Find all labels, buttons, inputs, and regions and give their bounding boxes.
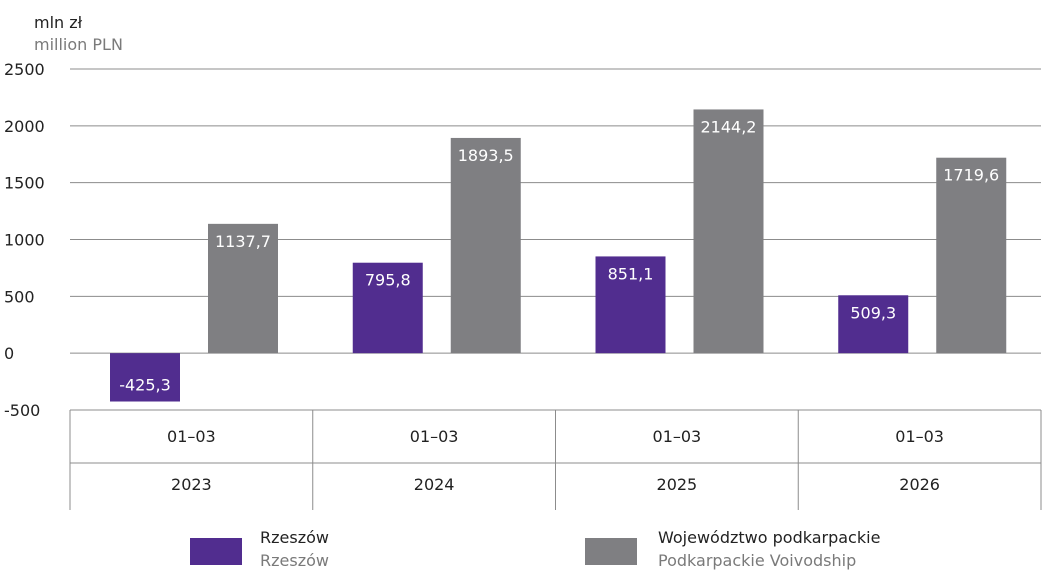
legend-label: Województwo podkarpackie — [658, 528, 880, 547]
bars — [110, 109, 1007, 402]
data-label: 795,8 — [365, 271, 411, 290]
legend: Rzeszów Rzeszów Województwo podkarpackie Po… — [190, 528, 880, 570]
bar-rzeszow — [595, 256, 666, 354]
bar-podkarpackie — [693, 109, 764, 354]
data-label: 2144,2 — [701, 117, 757, 136]
bar-rzeszow — [352, 262, 423, 354]
category-period-label: 01–03 — [895, 427, 944, 446]
legend-swatch — [585, 538, 637, 565]
data-label: 1893,5 — [458, 146, 514, 165]
bar-podkarpackie — [208, 223, 278, 354]
data-label: 1719,6 — [943, 166, 999, 185]
bar-rzeszow — [838, 295, 909, 354]
category-year-label: 2026 — [899, 475, 940, 494]
legend-swatch — [190, 538, 242, 565]
y-tick-label: 2000 — [4, 117, 45, 136]
category-year-label: 2024 — [414, 475, 455, 494]
bar-rzeszow — [110, 353, 180, 402]
y-tick-label: 2500 — [4, 60, 45, 79]
legend-label-en: Podkarpackie Voivodship — [658, 551, 856, 570]
category-year-label: 2025 — [657, 475, 698, 494]
y-tick-label: 0 — [4, 344, 14, 363]
bar-podkarpackie — [450, 137, 521, 354]
data-label: 509,3 — [850, 303, 896, 322]
y-tick-label: 1000 — [4, 231, 45, 250]
category-period-label: 01–03 — [167, 427, 216, 446]
legend-label: Rzeszów — [260, 528, 329, 547]
y-tick-label: 500 — [4, 287, 35, 306]
y-axis-title: mln zł — [34, 13, 83, 32]
bar-podkarpackie — [936, 157, 1007, 354]
category-period-label: 01–03 — [410, 427, 459, 446]
y-tick-label: 1500 — [4, 174, 45, 193]
data-labels: -425,3 795,8 851,1 509,3 1137,7 1893,5 2144,2 1… — [119, 117, 999, 394]
y-axis-title-en: million PLN — [34, 35, 123, 54]
data-label: -425,3 — [119, 376, 171, 395]
data-label: 1137,7 — [215, 232, 271, 251]
legend-label-en: Rzeszów — [260, 551, 329, 570]
category-axis: 01–03 2023 01–03 2024 01–03 2025 01–03 2026 — [69, 410, 1042, 510]
category-year-label: 2023 — [171, 475, 212, 494]
y-tick-labels: -500 0 500 1000 1500 2000 2500 — [4, 60, 45, 420]
category-period-label: 01–03 — [653, 427, 702, 446]
y-tick-label: -500 — [4, 401, 40, 420]
data-label: 851,1 — [608, 264, 654, 283]
